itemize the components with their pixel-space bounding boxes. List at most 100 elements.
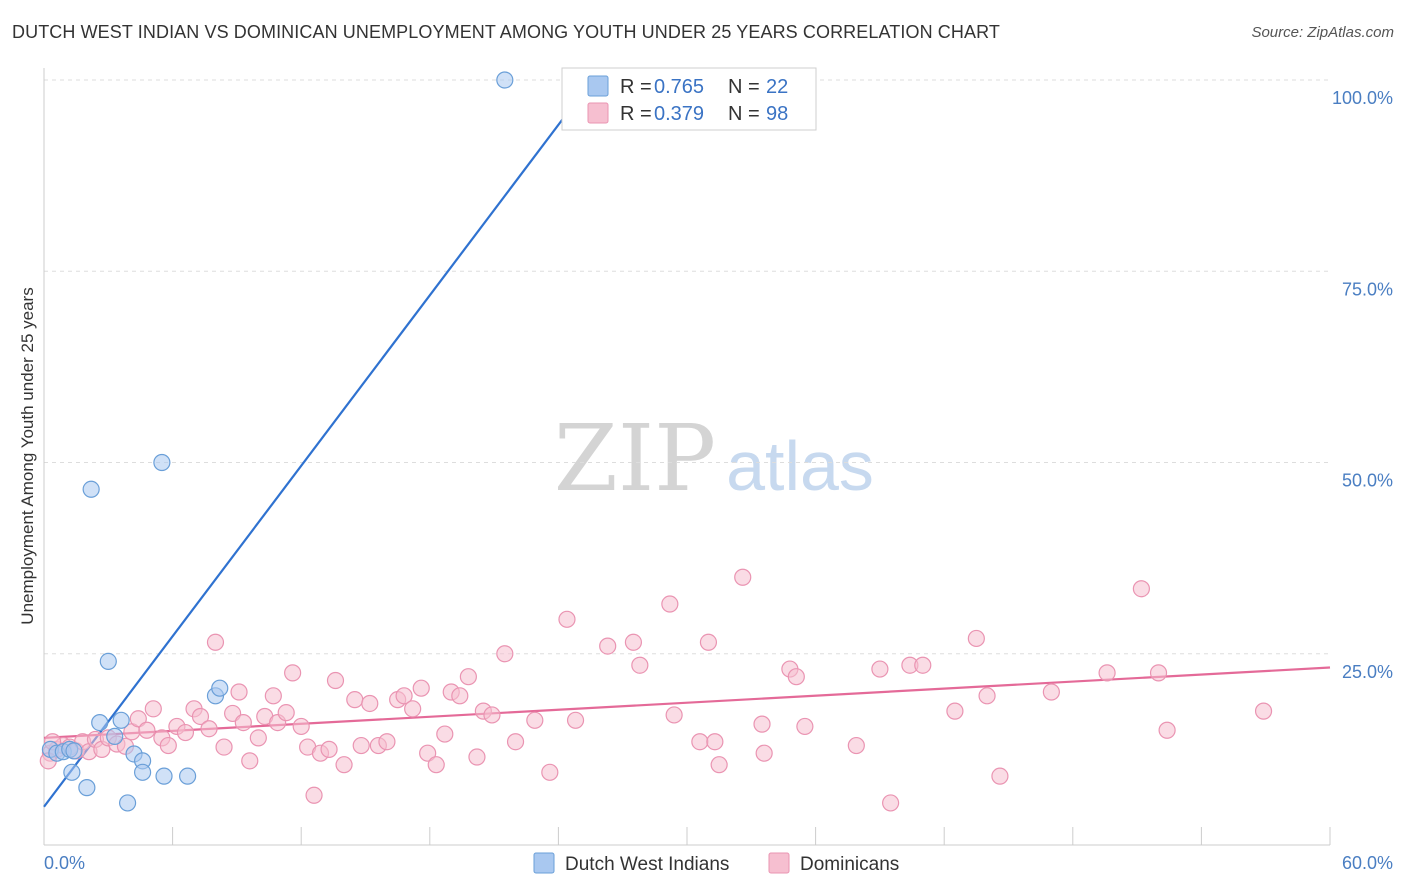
dominican-point <box>631 656 649 674</box>
dominican-point <box>200 720 218 738</box>
legend-swatch-pink <box>587 102 609 124</box>
y-tick-label: 75.0% <box>1342 279 1393 299</box>
dutch-west-indian-trendline <box>43 109 570 808</box>
watermark-zip: ZIP <box>554 405 716 512</box>
dominican-point <box>305 786 323 804</box>
y-tick-label: 25.0% <box>1342 662 1393 682</box>
dominican-point <box>451 687 469 705</box>
dutch-west-indian-point <box>91 713 109 732</box>
dominican-point <box>346 691 364 709</box>
dutch-west-indian-point <box>118 794 137 812</box>
dominican-point <box>292 717 310 736</box>
dominican-point <box>284 664 302 682</box>
dutch-west-indian-point <box>106 727 124 745</box>
y-tick-label: 100.0% <box>1332 88 1393 108</box>
bottom-legend-label: Dominicans <box>800 854 899 875</box>
dominican-point <box>241 752 259 770</box>
dutch-west-indian-point <box>82 480 100 498</box>
dominican-point <box>566 711 585 729</box>
dominican-point <box>710 756 728 774</box>
dominican-point <box>755 744 773 762</box>
dominican-trendline <box>43 666 1331 739</box>
dominican-point <box>352 736 370 755</box>
dominican-point <box>206 633 225 651</box>
dominican-point <box>395 687 413 705</box>
dominican-point <box>946 702 964 720</box>
y-axis-label: Unemployment Among Youth under 25 years <box>18 287 37 624</box>
dominican-point <box>796 717 814 736</box>
legend-box: R = 0.765 N = 22 R = 0.379 N = 98 <box>561 67 817 131</box>
dominican-point <box>176 723 195 742</box>
x-tick-label: 60.0% <box>1342 853 1393 873</box>
dominican-point <box>665 706 683 724</box>
dominican-point <box>191 707 210 726</box>
dominican-point <box>249 729 267 747</box>
dominican-point <box>1098 664 1116 682</box>
dominican-point <box>1132 580 1150 598</box>
dominican-point <box>427 756 445 774</box>
dominican-point <box>526 711 544 729</box>
dominican-point <box>129 710 147 728</box>
dominican-point <box>847 736 865 755</box>
dominican-point <box>361 694 379 713</box>
dominican-point <box>1254 702 1273 720</box>
dutch-west-indian-point <box>65 742 83 760</box>
dominican-point <box>320 740 338 758</box>
dominican-point <box>436 725 454 743</box>
dominican-point <box>459 668 477 686</box>
dominican-point <box>506 733 525 751</box>
dutch-west-indian-point <box>153 453 171 472</box>
dominican-point <box>691 733 709 751</box>
x-tick-label: 0.0% <box>44 853 85 873</box>
dutch-west-indian-point <box>112 711 130 729</box>
dutch-west-indian-point <box>78 779 96 797</box>
legend-n-value: 98 <box>766 103 788 125</box>
dominican-point <box>264 687 282 705</box>
dominican-point <box>1042 683 1060 701</box>
dominican-point <box>230 683 248 701</box>
dominican-point <box>599 637 617 655</box>
dominican-point <box>138 721 156 739</box>
dutch-west-indian-point <box>496 71 514 89</box>
dutch-west-indian-point <box>99 652 117 671</box>
dominican-point <box>483 706 501 724</box>
dominican-point <box>661 595 679 613</box>
legend-n-label: N = <box>728 103 760 125</box>
dominican-point <box>871 660 889 678</box>
chart-title: DUTCH WEST INDIAN VS DOMINICAN UNEMPLOYM… <box>12 22 1000 42</box>
dominican-point <box>412 679 430 697</box>
dominican-point <box>882 794 900 812</box>
dominican-point <box>496 645 514 663</box>
legend-n-value: 22 <box>766 76 788 98</box>
dominican-point <box>215 738 233 756</box>
dominican-point <box>277 704 295 722</box>
dutch-west-indian-point <box>211 679 229 697</box>
dominican-point <box>419 744 437 762</box>
bottom-legend-label: Dutch West Indians <box>565 854 729 875</box>
dominican-point <box>624 633 643 651</box>
dominican-point <box>144 700 162 718</box>
y-tick-label: 50.0% <box>1342 471 1393 491</box>
watermark-atlas: atlas <box>726 427 874 505</box>
dominican-point <box>967 629 985 648</box>
legend-r-value: 0.379 <box>654 103 704 125</box>
legend-swatch-blue <box>587 75 609 97</box>
dominican-point <box>978 687 996 705</box>
dutch-west-indian-point <box>133 763 152 781</box>
dominican-point <box>699 633 718 651</box>
dominican-point <box>991 767 1009 785</box>
dominican-point <box>378 733 396 751</box>
dominican-point <box>335 756 353 774</box>
legend-r-label: R = <box>620 76 652 98</box>
dominican-point <box>541 763 559 781</box>
legend-r-label: R = <box>620 103 652 125</box>
dominican-point <box>326 671 345 690</box>
legend-n-label: N = <box>728 76 760 98</box>
dominican-point <box>1158 721 1176 739</box>
dutch-west-indian-point <box>179 767 197 785</box>
dominican-point <box>468 748 486 766</box>
legend-r-value: 0.765 <box>654 76 704 98</box>
source-label: Source: ZipAtlas.com <box>1251 24 1394 41</box>
dominican-point <box>1149 664 1168 682</box>
bottom-legend-swatch-blue <box>533 852 555 874</box>
